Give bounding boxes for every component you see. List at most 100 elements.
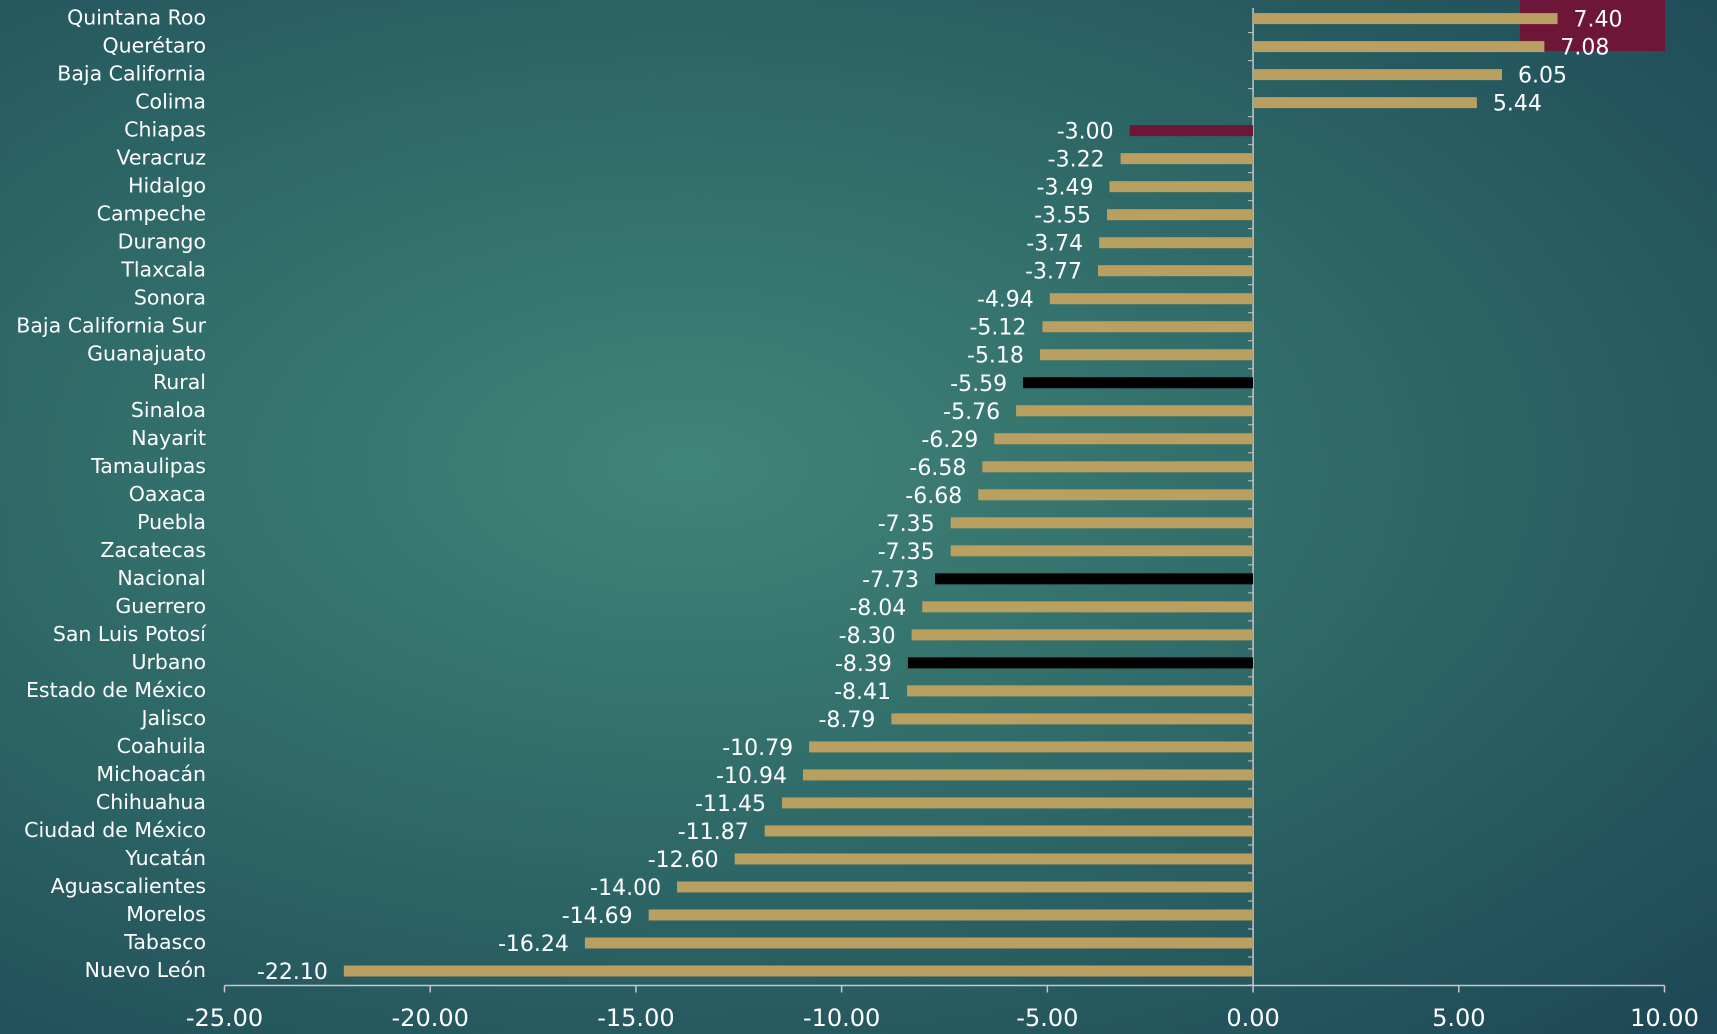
value-label: -8.39: [835, 652, 892, 677]
value-label: -14.69: [562, 904, 633, 929]
value-label: -3.74: [1026, 232, 1083, 257]
value-label: -11.87: [678, 820, 749, 845]
category-label: Nuevo León: [85, 958, 206, 982]
bar: [734, 853, 1254, 865]
category-label: San Luis Potosí: [53, 622, 207, 646]
bar: [764, 825, 1254, 837]
bar: [1099, 237, 1254, 249]
value-label: -5.76: [943, 400, 1000, 425]
category-label: Colima: [135, 90, 206, 114]
category-label: Oaxaca: [129, 482, 206, 506]
x-tick-label: -25.00: [186, 1004, 263, 1032]
category-label: Guanajuato: [87, 342, 206, 366]
x-tick-label: 5.00: [1432, 1004, 1485, 1032]
category-label: Michoacán: [96, 762, 206, 786]
value-label: -3.49: [1037, 176, 1094, 201]
value-label: -11.45: [695, 792, 766, 817]
bar: [1016, 405, 1254, 417]
value-label: -5.59: [950, 372, 1007, 397]
bar: [950, 545, 1254, 557]
value-label: -12.60: [648, 848, 719, 873]
value-label: 6.05: [1518, 64, 1567, 89]
value-label: -8.30: [839, 624, 896, 649]
bar: [935, 573, 1254, 585]
category-label: Veracruz: [117, 146, 207, 170]
category-label: Estado de México: [26, 678, 206, 702]
category-label: Guerrero: [115, 594, 206, 618]
category-label: Hidalgo: [128, 174, 206, 198]
x-tick-label: -5.00: [1016, 1004, 1078, 1032]
bar: [1129, 125, 1254, 137]
bar: [1109, 181, 1254, 193]
value-label: -3.22: [1048, 148, 1105, 173]
value-label: -3.77: [1025, 260, 1082, 285]
bar: [648, 909, 1254, 921]
category-label: Aguascalientes: [51, 874, 206, 898]
bar: [1042, 321, 1254, 333]
bar: [1049, 293, 1254, 305]
category-label: Querétaro: [103, 34, 206, 58]
bar: [950, 517, 1254, 529]
category-label: Puebla: [137, 510, 206, 534]
category-label: Coahuila: [117, 734, 206, 758]
category-label: Yucatán: [124, 846, 206, 870]
value-label: -6.68: [905, 484, 962, 509]
bar: [1253, 41, 1545, 53]
bar: [1253, 13, 1558, 25]
bar: [584, 937, 1254, 949]
bar: [1039, 349, 1254, 361]
category-label: Nayarit: [131, 426, 206, 450]
bar: [911, 629, 1254, 641]
category-label: Jalisco: [140, 706, 207, 730]
value-label: -6.29: [921, 428, 978, 453]
value-label: -3.55: [1034, 204, 1091, 229]
category-label: Morelos: [126, 902, 206, 926]
category-label: Urbano: [131, 650, 206, 674]
bar: [922, 601, 1254, 613]
value-label: -5.18: [967, 344, 1024, 369]
category-label: Tlaxcala: [120, 258, 206, 282]
value-label: -14.00: [590, 876, 661, 901]
value-label: 7.08: [1560, 36, 1609, 61]
value-label: -16.24: [498, 932, 569, 957]
bar: [677, 881, 1254, 893]
value-label: -7.35: [878, 540, 935, 565]
value-label: -8.41: [834, 680, 891, 705]
bar: [1253, 69, 1502, 81]
value-label: -4.94: [977, 288, 1034, 313]
value-label: 7.40: [1574, 8, 1623, 33]
x-tick-label: 10.00: [1630, 1004, 1699, 1032]
value-label: -10.79: [722, 736, 793, 761]
category-label: Chihuahua: [96, 790, 206, 814]
category-label: Chiapas: [124, 118, 206, 142]
bar: [982, 461, 1254, 473]
bar: [343, 965, 1254, 977]
value-label: -7.73: [862, 568, 919, 593]
category-label: Rural: [153, 370, 206, 394]
category-label: Tabasco: [123, 930, 206, 954]
bar: [809, 741, 1254, 753]
bar: [1120, 153, 1254, 165]
bar: [994, 433, 1254, 445]
x-tick-label: -20.00: [392, 1004, 469, 1032]
category-label: Sonora: [134, 286, 206, 310]
bar: [978, 489, 1254, 501]
bar: [1023, 377, 1254, 389]
value-label: -3.00: [1057, 120, 1114, 145]
category-label: Campeche: [97, 202, 206, 226]
category-label: Baja California Sur: [16, 314, 206, 338]
category-label: Baja California: [57, 62, 206, 86]
bar: [1107, 209, 1254, 221]
value-label: -8.79: [818, 708, 875, 733]
value-label: -6.58: [909, 456, 966, 481]
category-label: Zacatecas: [100, 538, 206, 562]
bar: [802, 769, 1254, 781]
value-label: -8.04: [849, 596, 906, 621]
category-label: Quintana Roo: [67, 6, 206, 30]
category-label: Ciudad de México: [24, 818, 206, 842]
bar: [891, 713, 1254, 725]
value-label: -7.35: [878, 512, 935, 537]
value-label: -10.94: [716, 764, 787, 789]
x-tick-label: 0.00: [1226, 1004, 1279, 1032]
category-label: Nacional: [117, 566, 206, 590]
